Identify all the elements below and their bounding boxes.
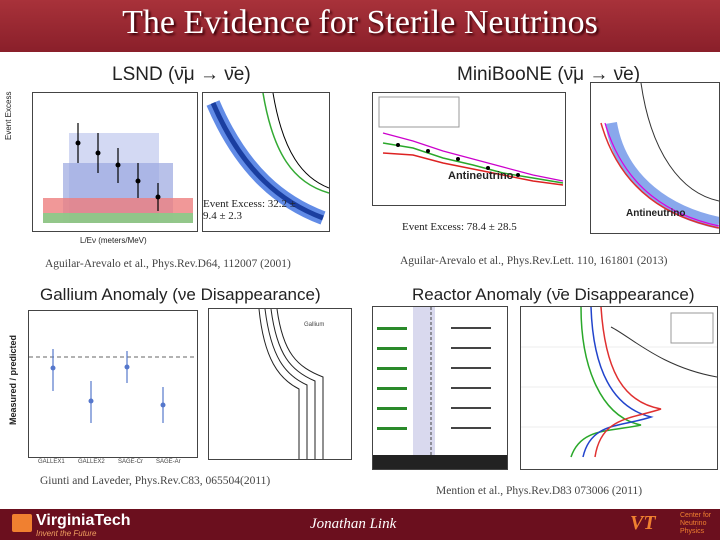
lsnd-heading: LSND (ν̄μ → ν̄e): [112, 64, 251, 85]
reactor-heading: Reactor Anomaly (ν̄e Disappearance): [412, 285, 695, 304]
gallium-xlabel-1: GALLEX1: [38, 459, 65, 465]
miniboone-contour-label: Antineutrino: [626, 208, 686, 219]
vt-shield-icon: [12, 514, 32, 532]
footer-center-name: Center for Neutrino Physics: [680, 512, 712, 535]
lsnd-xlabel: L/Eν (meters/MeV): [80, 236, 147, 245]
lsnd-contour-plot: [202, 92, 330, 232]
reactor-contour-plot: [520, 306, 718, 470]
gallium-contour-graphic: [258, 308, 324, 459]
footer-vt-mark: VT: [630, 512, 656, 534]
reactor-ratio-plot: [372, 306, 508, 470]
miniboone-heading: MiniBooNE (ν̄μ → ν̄e): [457, 64, 641, 85]
title-bar: [0, 0, 720, 52]
lsnd-caption: Aguilar-Arevalo et al., Phys.Rev.D64, 11…: [45, 258, 291, 270]
gallium-plot-graphic: [29, 349, 197, 423]
lsnd-contour-graphic: [206, 92, 330, 225]
miniboone-histogram-graphic: [378, 96, 564, 186]
gallium-xlabel-4: SAGE-Ar: [156, 459, 181, 465]
gallium-xlabel-2: GALLEX2: [78, 459, 105, 465]
reactor-contour-graphic: [521, 306, 718, 458]
miniboone-excess: Event Excess: 78.4 ± 28.5: [402, 221, 517, 233]
footer-logo-text: VirginiaTech: [36, 512, 131, 529]
footer-tagline: Invent the Future: [36, 529, 97, 538]
lsnd-excess: Event Excess: 32.2 ± 9.4 ± 2.3: [203, 198, 296, 222]
gallium-ylabel: Measured / predicted: [8, 334, 18, 425]
miniboone-histogram: [372, 92, 566, 206]
gallium-contour-plot: [208, 308, 352, 460]
gallium-heading: Gallium Anomaly (νe Disappearance): [40, 285, 321, 304]
gallium-caption: Giunti and Laveder, Phys.Rev.C83, 065504…: [40, 475, 271, 487]
lsnd-ylabel: Event Excess: [4, 91, 13, 140]
reactor-caption: Mention et al., Phys.Rev.D83 073006 (201…: [436, 485, 643, 497]
gallium-xlabel-3: SAGE-Cr: [118, 459, 144, 465]
gallium-legend-title: Gallium: [304, 322, 325, 328]
miniboone-contour-plot: [590, 82, 720, 234]
miniboone-contour-graphic: [591, 82, 720, 233]
footer-author: Jonathan Link: [310, 516, 397, 532]
lsnd-histogram-graphic: [43, 123, 193, 223]
lsnd-histogram: [32, 92, 198, 232]
miniboone-caption: Aguilar-Arevalo et al., Phys.Rev.Lett. 1…: [400, 255, 668, 267]
reactor-ratio-graphic: [373, 307, 507, 469]
slide-title: The Evidence for Sterile Neutrinos: [122, 4, 598, 41]
gallium-plot: [28, 310, 198, 458]
footer-bar: [0, 509, 720, 540]
miniboone-plot-label: Antineutrino: [448, 170, 514, 182]
